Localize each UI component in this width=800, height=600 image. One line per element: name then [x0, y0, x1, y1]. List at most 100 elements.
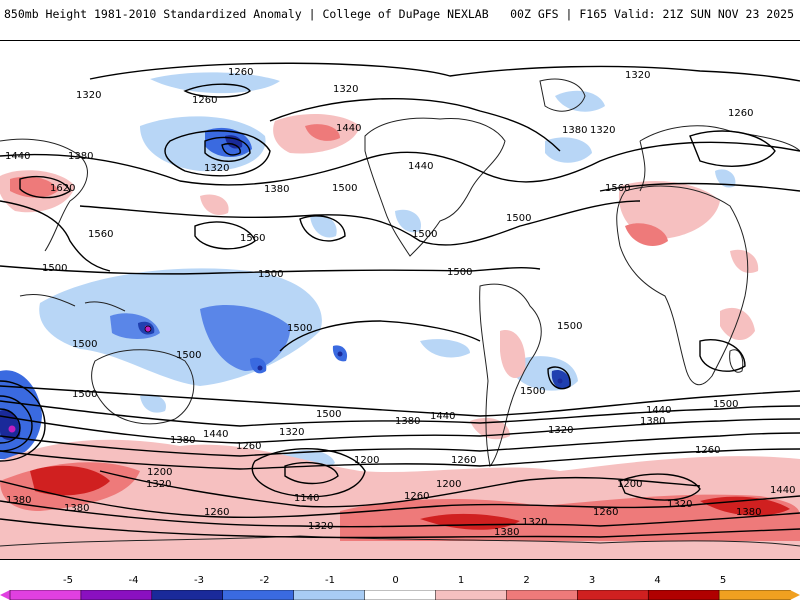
contour-1620-kamchatka: [19, 175, 71, 199]
contour-1500-south: [0, 385, 800, 417]
contour-label: 1260: [593, 507, 618, 518]
colorbar-segment: [222, 590, 295, 600]
anomaly-map: 1260 1320 1260 1320 1440 1380 1380 1320 …: [0, 62, 800, 559]
negative-anomaly-aleutian-deep: [225, 135, 243, 149]
contour-1320-north: [89, 62, 800, 82]
contour-1260-lower: [0, 480, 800, 519]
coast-africa: [616, 185, 749, 386]
contour-label: 1440: [203, 429, 228, 440]
contour-asia-1500: [0, 200, 111, 272]
colorbar-tick-label: 3: [588, 575, 596, 586]
map-panel[interactable]: 1260 1320 1260 1320 1440 1380 1380 1320 …: [0, 40, 800, 560]
positive-anomaly-antarctic-east: [700, 496, 790, 516]
contour-label: 1260: [228, 67, 253, 78]
contour-label: 1260: [451, 455, 476, 466]
contour-label: 1200: [147, 467, 172, 478]
contour-label: 1500: [557, 321, 582, 332]
contour-label: 1500: [447, 267, 472, 278]
contour-label: 1500: [332, 183, 357, 194]
contour-label: 1500: [520, 386, 545, 397]
colorbar-tick-label: 5: [719, 575, 727, 586]
contour-indian-low-ring1: [0, 380, 46, 462]
contour-1320-south: [0, 432, 800, 457]
anomaly-colorbar: [0, 590, 800, 600]
contour-label: 1560: [88, 229, 113, 240]
contour-label: 1320: [76, 90, 101, 101]
contour-1500-equator: [0, 265, 541, 275]
colorbar-segment: [577, 590, 649, 600]
contour-aleutian-ring3: [221, 143, 241, 156]
contour-label: 1380: [494, 527, 519, 538]
contour-1200-south: [99, 470, 701, 508]
negative-anomaly-south-pacific: [420, 339, 470, 358]
colorbar-segment: [80, 590, 153, 600]
contour-label: 1260: [695, 445, 720, 456]
contour-label: 1500: [72, 389, 97, 400]
coast-greenland: [539, 78, 586, 112]
positive-anomaly-pacific-small: [200, 194, 229, 216]
colorbar-tick-label: 0: [392, 575, 399, 586]
low-center-dot: [144, 325, 152, 333]
colorbar-segment: [293, 590, 366, 600]
contour-1320-lower: [0, 500, 800, 528]
negative-anomaly-pacific-core: [200, 305, 291, 371]
contour-label: 1500: [72, 339, 97, 350]
contour-1560-cell: [194, 221, 256, 250]
coast-south-america: [479, 283, 542, 468]
contour-label: 1200: [617, 479, 642, 490]
contour-1380-lower: [0, 518, 800, 539]
contour-label: 1320: [146, 479, 171, 490]
contour-label: 1320: [308, 521, 333, 532]
colorbar-segment: [151, 590, 224, 600]
contour-label: 1380: [170, 435, 195, 446]
contour-indian-low-ring2: [0, 395, 33, 452]
contour-label: 1500: [506, 213, 531, 224]
colorbar-segment: [718, 590, 791, 600]
anomaly-shading: [0, 72, 800, 559]
contour-label: 1260: [204, 507, 229, 518]
low-center-dot: [8, 425, 16, 433]
contour-label: 1380: [736, 507, 761, 518]
colorbar-tick-label: -2: [259, 575, 270, 586]
contour-label: 1320: [590, 125, 615, 136]
negative-anomaly-south-indian-small: [140, 394, 166, 413]
positive-anomaly-east-africa: [720, 307, 755, 341]
contour-label: 1380: [264, 184, 289, 195]
contour-label: 1320: [548, 425, 573, 436]
positive-anomaly-kamchatka-core: [10, 176, 58, 198]
contour-africa-1500: [699, 339, 746, 372]
contour-labels: 1260 1320 1260 1320 1440 1380 1380 1320 …: [5, 67, 795, 538]
contour-label: 1260: [404, 491, 429, 502]
contour-europe-1440: [689, 130, 776, 167]
model-run-info: 00Z GFS | F165 Valid: 21Z SUN NOV 23 202…: [510, 7, 794, 21]
negative-anomaly-southern-indian-core: [0, 410, 21, 441]
low-center-dot: [557, 378, 563, 384]
contour-southern-low: [251, 447, 366, 498]
colorbar-tick-label: 4: [654, 575, 661, 586]
contour-1500-tropic: [279, 320, 481, 352]
negative-anomaly-atlantic-north: [545, 137, 592, 163]
colorbar-tick-label: 2: [523, 575, 530, 586]
colorbar-right-arrow: [790, 590, 800, 600]
contour-1260-pole: [183, 83, 251, 98]
colorbar-tick-label: -4: [128, 575, 139, 586]
low-center-dot: [337, 351, 343, 357]
contour-label: 1380: [68, 151, 93, 162]
contour-label: 1320: [279, 427, 304, 438]
contour-aleutian-ring1: [164, 130, 271, 177]
contour-label: 1500: [316, 409, 341, 420]
contour-label: 1620: [50, 183, 75, 194]
contour-label: 1380: [6, 495, 31, 506]
contour-label: 1140: [294, 493, 319, 504]
negative-anomaly-europe: [715, 169, 736, 188]
contour-label: 1440: [646, 405, 671, 416]
colorbar-segment: [364, 590, 437, 600]
negative-anomaly-western-atlantic: [395, 209, 421, 233]
contour-label: 1500: [258, 269, 283, 280]
colorbar-tick-label: -3: [194, 575, 204, 586]
contour-label: 1320: [667, 499, 692, 510]
colorbar-segment: [506, 590, 579, 600]
contour-pacific-1500-loop: [299, 215, 346, 242]
colorbar-tick-label: -1: [325, 575, 335, 586]
colorbar-left-arrow: [0, 590, 10, 600]
